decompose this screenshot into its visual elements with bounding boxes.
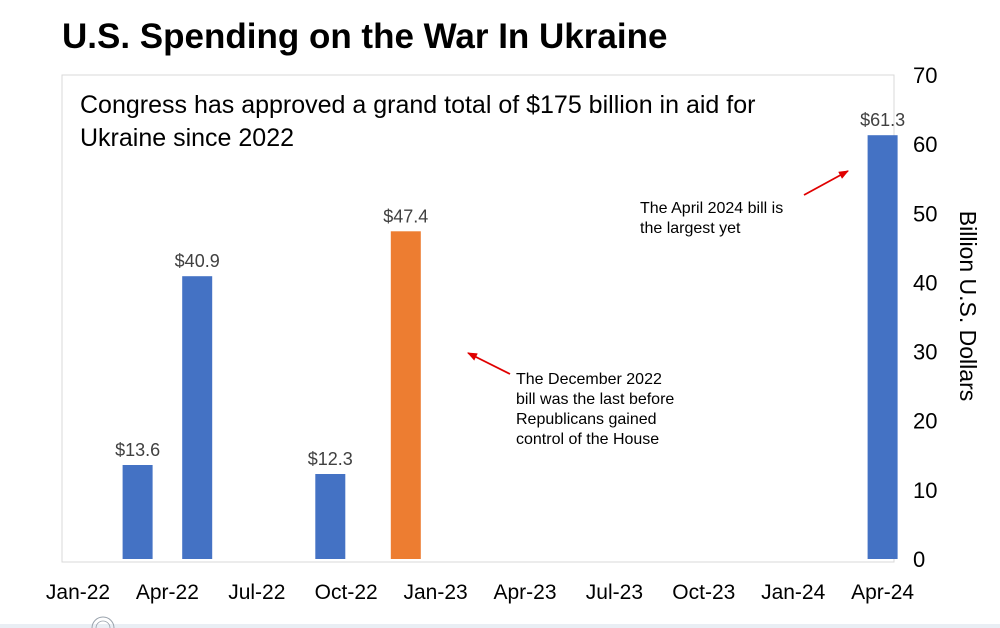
x-tick-label-1: Apr-22 [136, 581, 199, 604]
x-tick-label-6: Jul-23 [586, 581, 643, 604]
y-tick-label-7: 70 [913, 63, 937, 88]
data-label-1: $40.9 [175, 251, 220, 271]
annotation-april-2024: The April 2024 bill is the largest yet [640, 170, 849, 237]
annotation-december-2022-line-2: bill was the last before [516, 391, 674, 408]
x-tick-label-2: Jul-22 [228, 581, 285, 604]
x-tick-label-3: Oct-22 [315, 581, 378, 604]
bar-3 [390, 231, 421, 560]
annotation-december-2022-line-3: Republicans gained [516, 411, 657, 428]
annotation-december-2022-line-4: control of the House [516, 431, 659, 448]
chart-title: U.S. Spending on the War In Ukraine [62, 17, 667, 56]
annotation-december-2022-line-1: The December 2022 [516, 371, 662, 388]
bar-4 [867, 135, 898, 559]
chart-subtitle-line-1: Congress has approved a grand total of $… [80, 91, 755, 119]
y-tick-label-0: 0 [913, 547, 925, 572]
chart-subtitle-line-2: Ukraine since 2022 [80, 124, 294, 152]
x-tick-label-8: Jan-24 [761, 581, 826, 604]
x-tick-label-5: Apr-23 [493, 581, 556, 604]
data-label-2: $12.3 [308, 449, 353, 469]
footer-strip [0, 624, 1000, 628]
y-tick-label-4: 40 [913, 270, 937, 295]
x-tick-label-0: Jan-22 [46, 581, 110, 604]
x-tick-label-9: Apr-24 [851, 581, 914, 604]
annotation-april-2024-line-1: The April 2024 bill is [640, 200, 783, 217]
x-tick-label-7: Oct-23 [672, 581, 735, 604]
annotation-april-2024-arrow [803, 170, 849, 196]
annotation-april-2024-line-2: the largest yet [640, 220, 741, 237]
bar-2 [315, 474, 346, 559]
annotation-december-2022: The December 2022 bill was the last befo… [467, 352, 674, 448]
bar-0 [122, 465, 153, 559]
data-label-3: $47.4 [383, 206, 428, 226]
x-tick-label-4: Jan-23 [403, 581, 467, 604]
y-axis-label: Billion U.S. Dollars [955, 211, 981, 401]
annotation-december-2022-arrow [467, 352, 511, 375]
y-tick-label-1: 10 [913, 478, 937, 503]
y-tick-label-6: 60 [913, 132, 937, 157]
bar-1 [182, 276, 213, 559]
y-tick-label-2: 20 [913, 409, 937, 434]
y-tick-label-5: 50 [913, 201, 937, 226]
data-label-4: $61.3 [860, 110, 905, 130]
y-tick-label-3: 30 [913, 340, 937, 365]
data-label-0: $13.6 [115, 440, 160, 460]
seal-logo [80, 615, 126, 628]
